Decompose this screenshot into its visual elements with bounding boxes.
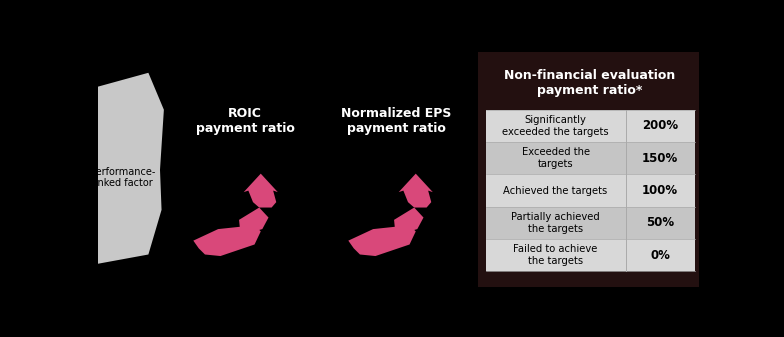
Text: Achieved the targets: Achieved the targets — [503, 186, 608, 195]
Text: Non-financial evaluation
payment ratio*: Non-financial evaluation payment ratio* — [504, 69, 676, 97]
Text: Performance-
linked factor: Performance- linked factor — [90, 167, 155, 188]
Text: Significantly
exceeded the targets: Significantly exceeded the targets — [503, 115, 609, 137]
Polygon shape — [194, 225, 261, 256]
Polygon shape — [477, 52, 699, 287]
Polygon shape — [239, 208, 268, 235]
Bar — [485, 110, 695, 142]
Text: 0%: 0% — [650, 249, 670, 262]
Text: 200%: 200% — [642, 119, 678, 132]
Text: 100%: 100% — [642, 184, 678, 197]
Bar — [485, 239, 695, 271]
Text: 50%: 50% — [646, 216, 674, 229]
Bar — [485, 207, 695, 239]
Text: Failed to achieve
the targets: Failed to achieve the targets — [514, 244, 597, 266]
Bar — [485, 175, 695, 207]
Text: Normalized EPS
payment ratio: Normalized EPS payment ratio — [341, 107, 452, 135]
Bar — [485, 142, 695, 175]
Polygon shape — [244, 174, 278, 208]
Text: Exceeded the
targets: Exceeded the targets — [521, 148, 590, 169]
Text: Partially achieved
the targets: Partially achieved the targets — [511, 212, 600, 234]
Polygon shape — [394, 208, 423, 235]
Polygon shape — [348, 225, 416, 256]
Polygon shape — [399, 174, 433, 208]
Text: 150%: 150% — [642, 152, 678, 165]
Polygon shape — [98, 73, 164, 264]
Text: ROIC
payment ratio: ROIC payment ratio — [196, 107, 295, 135]
